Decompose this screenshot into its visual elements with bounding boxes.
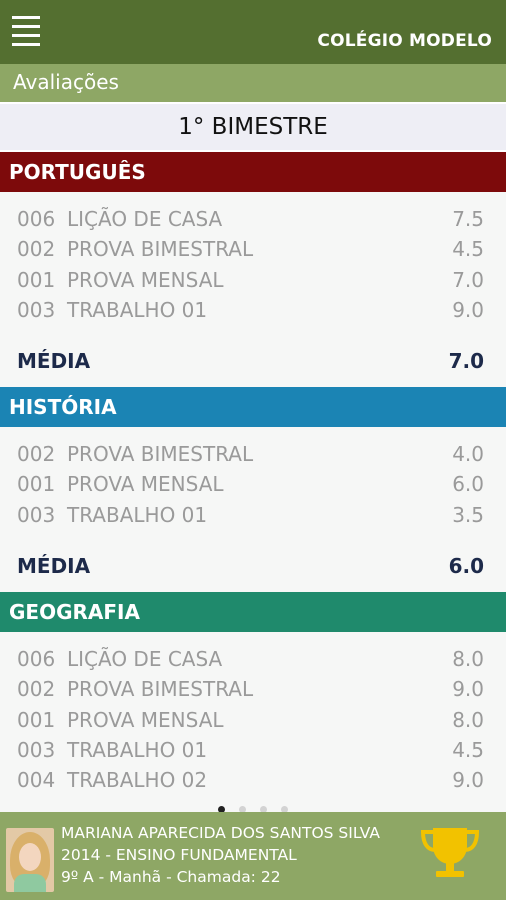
grade-value: 4.5 (452, 737, 484, 762)
student-name: MARIANA APARECIDA DOS SANTOS SILVA (61, 824, 380, 842)
section-title: Avaliações (13, 70, 119, 94)
student-avatar (6, 828, 54, 892)
menu-icon[interactable] (12, 14, 42, 48)
average-label: MÉDIA (17, 349, 91, 374)
grade-row: 002 PROVA BIMESTRAL 9.0 (0, 674, 506, 704)
grade-row: 001 PROVA MENSAL 6.0 (0, 469, 506, 499)
grade-code: 003 (17, 297, 56, 322)
page-dot[interactable] (218, 806, 225, 813)
grade-code: 002 (17, 237, 56, 262)
grade-value: 7.0 (452, 267, 484, 292)
average-row: MÉDIA 7.0 (0, 335, 506, 387)
assessment-name: TRABALHO 02 (67, 768, 208, 793)
grade-value: 7.5 (452, 207, 484, 231)
grade-value: 9.0 (452, 768, 484, 793)
grade-row: 001 PROVA MENSAL 7.0 (0, 265, 506, 295)
assessment-name: TRABALHO 01 (67, 502, 208, 527)
grade-row: 002 PROVA BIMESTRAL 4.0 (0, 439, 506, 469)
period-title: 1° BIMESTRE (0, 104, 506, 150)
grade-row: 001 PROVA MENSAL 8.0 (0, 705, 506, 735)
page-dot[interactable] (260, 806, 267, 813)
page-dot[interactable] (239, 806, 246, 813)
school-name: COLÉGIO MODELO (317, 31, 492, 51)
grade-row: 003 TRABALHO 01 3.5 (0, 500, 506, 530)
average-label: MÉDIA (17, 554, 91, 579)
assessment-name: PROVA BIMESTRAL (67, 677, 254, 702)
grade-value: 8.0 (452, 707, 484, 732)
grade-code: 006 (17, 647, 56, 672)
grade-row: 006 LIÇÃO DE CASA 8.0 (0, 644, 506, 674)
grade-row: 004 TRABALHO 02 9.0 (0, 765, 506, 795)
grade-code: 001 (17, 472, 56, 497)
grade-code: 001 (17, 707, 56, 732)
student-class-info: 9º A - Manhã - Chamada: 22 (61, 868, 281, 886)
grade-value: 4.0 (452, 442, 484, 467)
app-bar: COLÉGIO MODELO (0, 0, 506, 64)
assessment-name: LIÇÃO DE CASA (67, 647, 223, 672)
grade-row: 003 TRABALHO 01 9.0 (0, 295, 506, 325)
grade-value: 6.0 (452, 472, 484, 497)
subject-header[interactable]: GEOGRAFIA (0, 592, 506, 633)
average-value: 7.0 (448, 349, 484, 374)
grade-value: 4.5 (452, 237, 484, 262)
subject-header[interactable]: HISTÓRIA (0, 387, 506, 428)
assessment-name: PROVA MENSAL (67, 472, 224, 497)
grades-list[interactable]: PORTUGUÊS 006 LIÇÃO DE CASA 7.5 002 PROVA BIM… (0, 152, 506, 812)
student-footer: MARIANA APARECIDA DOS SANTOS SILVA 2014 … (0, 812, 506, 900)
grade-row: 002 PROVA BIMESTRAL 4.5 (0, 234, 506, 264)
average-value: 6.0 (448, 554, 484, 579)
grade-code: 003 (17, 737, 56, 762)
student-info: MARIANA APARECIDA DOS SANTOS SILVA 2014 … (61, 822, 380, 888)
grade-code: 003 (17, 502, 56, 527)
grade-code: 002 (17, 442, 56, 467)
trophy-icon[interactable] (419, 824, 481, 882)
subject-section: GEOGRAFIA 006 LIÇÃO DE CASA 8.0 002 PROVA BIM… (0, 592, 506, 795)
assessment-name: TRABALHO 01 (67, 737, 208, 762)
subject-section: HISTÓRIA 002 PROVA BIMESTRAL 4.0 001 PROVA ME… (0, 387, 506, 592)
assessment-name: PROVA BIMESTRAL (67, 237, 254, 262)
average-row: MÉDIA 6.0 (0, 540, 506, 592)
subject-section: PORTUGUÊS 006 LIÇÃO DE CASA 7.5 002 PROVA BIM… (0, 152, 506, 387)
subject-header[interactable]: PORTUGUÊS (0, 152, 506, 192)
grade-code: 002 (17, 677, 56, 702)
assessment-name: TRABALHO 01 (67, 297, 208, 322)
grade-row: 006 LIÇÃO DE CASA 7.5 (0, 204, 506, 234)
assessment-name: PROVA MENSAL (67, 267, 224, 292)
grade-row: 003 TRABALHO 01 4.5 (0, 735, 506, 765)
student-year-level: 2014 - ENSINO FUNDAMENTAL (61, 846, 297, 864)
grade-value: 3.5 (452, 502, 484, 527)
page-indicator (0, 798, 506, 813)
grade-value: 9.0 (452, 297, 484, 322)
section-bar: Avaliações (0, 64, 506, 102)
grade-code: 004 (17, 768, 56, 793)
grade-value: 9.0 (452, 677, 484, 702)
grade-code: 001 (17, 267, 56, 292)
assessment-name: PROVA MENSAL (67, 707, 224, 732)
grade-code: 006 (17, 207, 56, 231)
assessment-name: LIÇÃO DE CASA (67, 207, 223, 231)
page-dot[interactable] (281, 806, 288, 813)
assessment-name: PROVA BIMESTRAL (67, 442, 254, 467)
grade-value: 8.0 (452, 647, 484, 672)
